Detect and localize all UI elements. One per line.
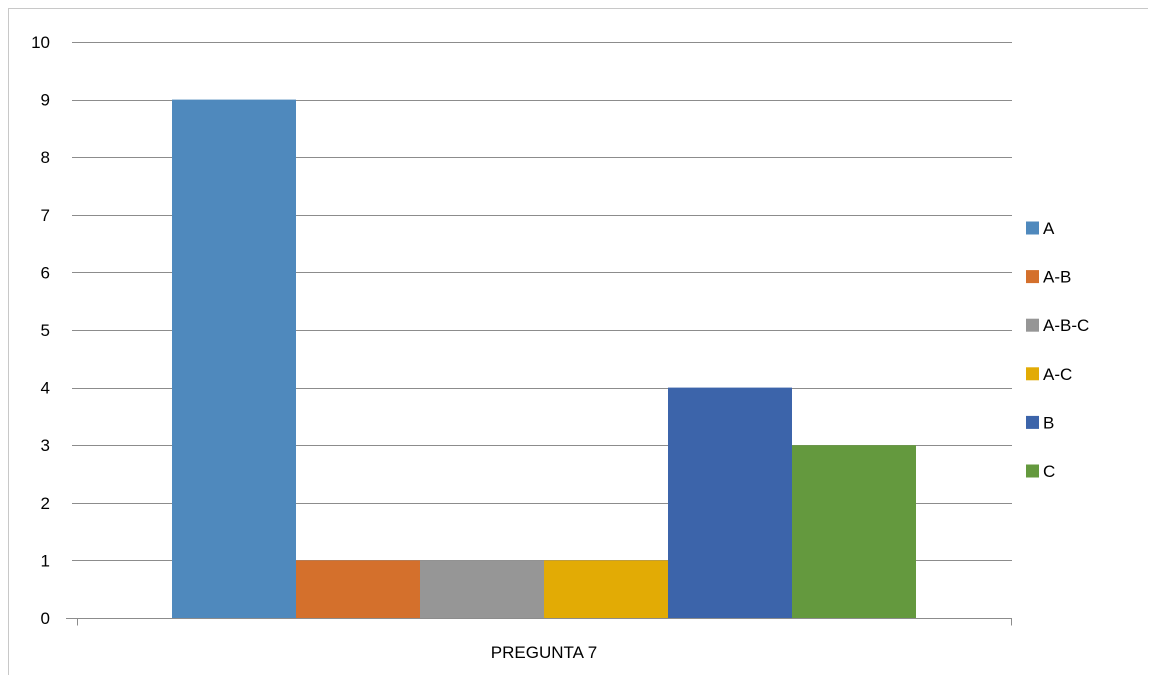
bar-a-b-c	[420, 560, 544, 618]
y-tick-label: 7	[41, 206, 50, 225]
legend-item: A-B-C	[1026, 316, 1089, 335]
x-axis-category-labels: PREGUNTA 7	[491, 643, 597, 662]
y-tick-label: 4	[41, 379, 50, 398]
y-tick-label: 3	[41, 436, 50, 455]
legend-item: A-B	[1026, 268, 1071, 287]
y-tick-label: 6	[41, 263, 50, 282]
legend-item: B	[1026, 413, 1054, 432]
bar-a-c	[544, 560, 668, 618]
legend-label: B	[1043, 413, 1054, 432]
bar-a	[172, 100, 296, 618]
legend-swatch-a-b-c	[1026, 319, 1039, 332]
y-tick-label: 1	[41, 551, 50, 570]
legend-swatch-a	[1026, 222, 1039, 235]
legend-swatch-c	[1026, 465, 1039, 478]
legend-item: A-C	[1026, 365, 1072, 384]
bar-c	[792, 445, 916, 618]
bar-a-b	[296, 560, 420, 618]
legend-label: A-C	[1043, 365, 1072, 384]
legend-swatch-a-c	[1026, 367, 1039, 380]
legend-swatch-b	[1026, 416, 1039, 429]
legend-item: A	[1026, 219, 1055, 238]
legend-label: C	[1043, 462, 1055, 481]
legend-label: A-B	[1043, 268, 1071, 287]
legend-label: A	[1043, 219, 1055, 238]
y-tick-label: 2	[41, 494, 50, 513]
x-category-label: PREGUNTA 7	[491, 643, 597, 662]
y-tick-label: 10	[31, 33, 50, 52]
legend: A A-B A-B-C A-C B C	[1026, 219, 1089, 481]
legend-label: A-B-C	[1043, 316, 1089, 335]
y-tick-label: 8	[41, 148, 50, 167]
legend-item: C	[1026, 462, 1055, 481]
y-tick-label: 0	[41, 609, 50, 628]
bars	[172, 100, 916, 618]
bar-b	[668, 388, 792, 618]
y-tick-label: 5	[41, 321, 50, 340]
y-axis-tick-labels: 0 1 2 3 4 5 6 7 8 9 10	[31, 33, 50, 628]
legend-swatch-a-b	[1026, 270, 1039, 283]
x-axis	[66, 619, 1012, 626]
y-tick-label: 9	[41, 91, 50, 110]
